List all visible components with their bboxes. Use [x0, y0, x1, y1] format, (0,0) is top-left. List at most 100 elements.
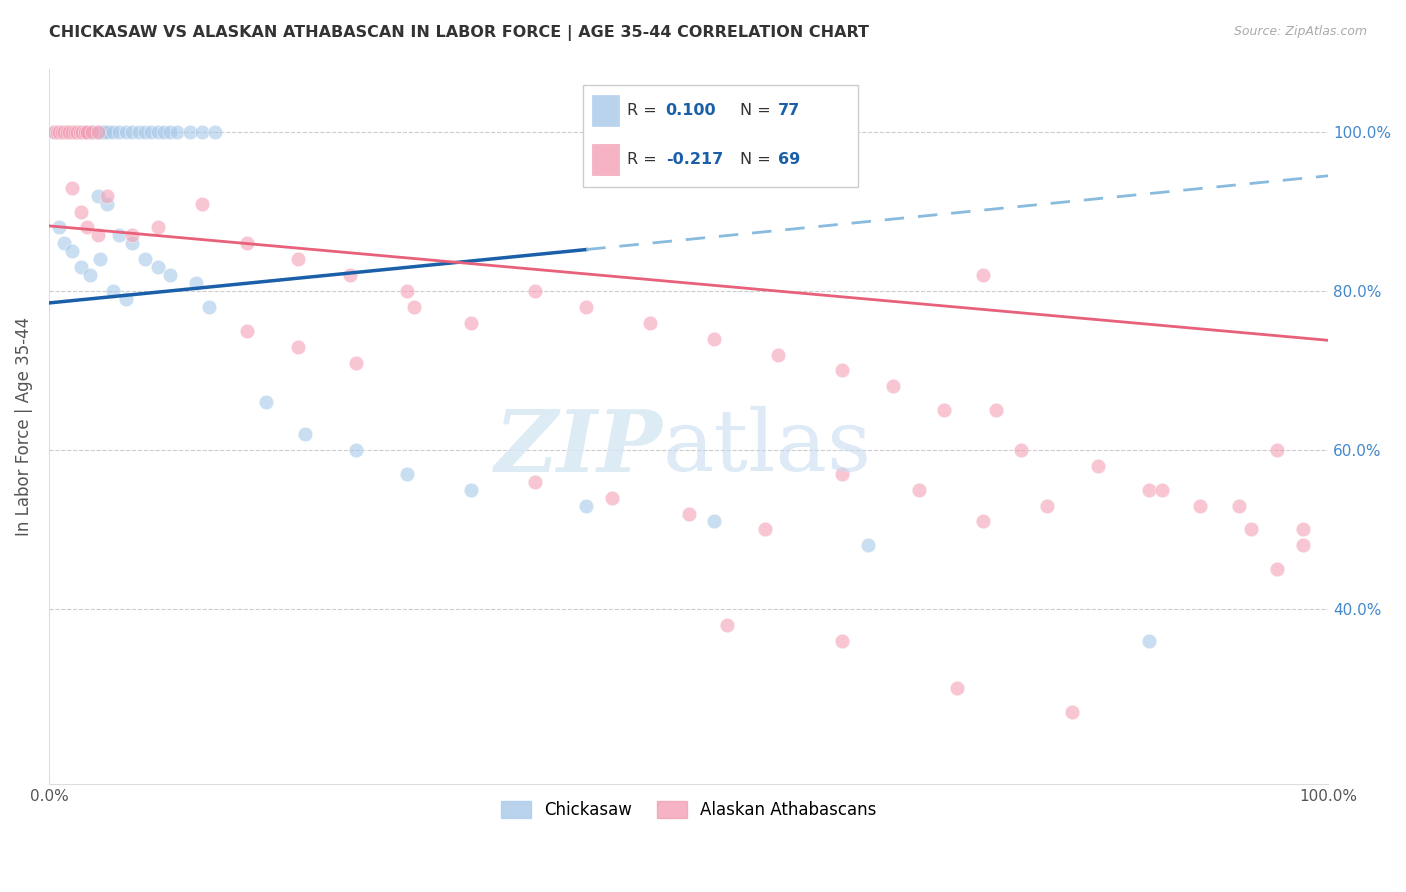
- Point: [79, 268, 101, 282]
- Point: [134, 252, 156, 267]
- Point: [69, 125, 91, 139]
- Point: [97, 125, 120, 139]
- Point: [76, 220, 98, 235]
- Point: [48, 220, 70, 235]
- Point: [972, 268, 994, 282]
- Text: N =: N =: [740, 153, 776, 167]
- Bar: [592, 95, 619, 126]
- Point: [159, 268, 181, 282]
- Point: [984, 403, 1007, 417]
- Point: [53, 125, 76, 139]
- Point: [70, 260, 93, 275]
- Point: [191, 196, 214, 211]
- Point: [1062, 705, 1084, 719]
- Point: [703, 332, 725, 346]
- Point: [934, 403, 956, 417]
- Point: [48, 125, 70, 139]
- Point: [67, 125, 90, 139]
- Legend: Chickasaw, Alaskan Athabascans: Chickasaw, Alaskan Athabascans: [494, 794, 883, 825]
- Point: [294, 427, 316, 442]
- Point: [191, 125, 214, 139]
- Point: [91, 125, 114, 139]
- Point: [236, 236, 259, 251]
- Point: [53, 236, 76, 251]
- Point: [58, 125, 80, 139]
- Point: [42, 125, 65, 139]
- Point: [84, 125, 107, 139]
- Point: [600, 491, 623, 505]
- Point: [51, 125, 73, 139]
- Point: [76, 125, 98, 139]
- Point: [831, 467, 853, 481]
- Point: [89, 252, 111, 267]
- Point: [236, 324, 259, 338]
- Point: [70, 204, 93, 219]
- Point: [49, 125, 72, 139]
- Point: [146, 260, 169, 275]
- Point: [524, 475, 547, 489]
- Point: [402, 300, 425, 314]
- Point: [146, 220, 169, 235]
- Point: [128, 125, 150, 139]
- Y-axis label: In Labor Force | Age 35-44: In Labor Force | Age 35-44: [15, 317, 32, 536]
- Point: [52, 125, 75, 139]
- Point: [198, 300, 221, 314]
- Point: [287, 252, 309, 267]
- Point: [44, 125, 66, 139]
- Point: [114, 292, 136, 306]
- Point: [287, 340, 309, 354]
- Point: [638, 316, 661, 330]
- Point: [89, 125, 111, 139]
- Point: [42, 125, 65, 139]
- Point: [76, 125, 98, 139]
- Point: [1291, 523, 1313, 537]
- Point: [121, 125, 143, 139]
- Point: [79, 125, 101, 139]
- Point: [907, 483, 929, 497]
- Point: [58, 125, 80, 139]
- Point: [575, 499, 598, 513]
- Text: 69: 69: [778, 153, 800, 167]
- Text: 0.100: 0.100: [666, 103, 717, 118]
- Text: Source: ZipAtlas.com: Source: ZipAtlas.com: [1233, 25, 1367, 38]
- Point: [86, 188, 108, 202]
- Point: [1291, 538, 1313, 552]
- Point: [179, 125, 201, 139]
- Point: [141, 125, 163, 139]
- Point: [51, 125, 73, 139]
- Point: [703, 515, 725, 529]
- Point: [344, 442, 367, 457]
- Point: [59, 125, 82, 139]
- Point: [204, 125, 226, 139]
- Point: [48, 125, 70, 139]
- Point: [70, 125, 93, 139]
- Point: [56, 125, 79, 139]
- Point: [1189, 499, 1212, 513]
- Point: [1087, 458, 1109, 473]
- Point: [121, 228, 143, 243]
- Point: [1137, 633, 1160, 648]
- Point: [75, 125, 97, 139]
- Point: [86, 228, 108, 243]
- Point: [70, 125, 93, 139]
- Point: [159, 125, 181, 139]
- Point: [946, 681, 969, 696]
- Point: [1010, 442, 1032, 457]
- Point: [114, 125, 136, 139]
- Point: [153, 125, 176, 139]
- Point: [396, 284, 419, 298]
- Point: [82, 125, 104, 139]
- Point: [831, 633, 853, 648]
- Point: [134, 125, 156, 139]
- Point: [60, 125, 83, 139]
- Point: [66, 125, 89, 139]
- Point: [1240, 523, 1263, 537]
- Point: [45, 125, 67, 139]
- Point: [63, 125, 86, 139]
- Point: [1265, 562, 1288, 576]
- Text: atlas: atlas: [664, 406, 872, 489]
- Point: [121, 236, 143, 251]
- Point: [101, 284, 124, 298]
- Point: [86, 125, 108, 139]
- Point: [56, 125, 79, 139]
